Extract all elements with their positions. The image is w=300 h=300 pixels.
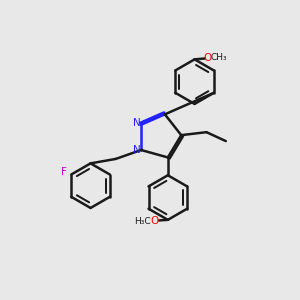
Text: H₃C: H₃C — [134, 217, 150, 226]
Text: CH₃: CH₃ — [211, 53, 227, 62]
Text: O: O — [204, 53, 212, 63]
Text: N: N — [133, 145, 140, 155]
Text: O: O — [150, 216, 159, 226]
Text: N: N — [133, 118, 140, 128]
Text: F: F — [61, 167, 67, 176]
